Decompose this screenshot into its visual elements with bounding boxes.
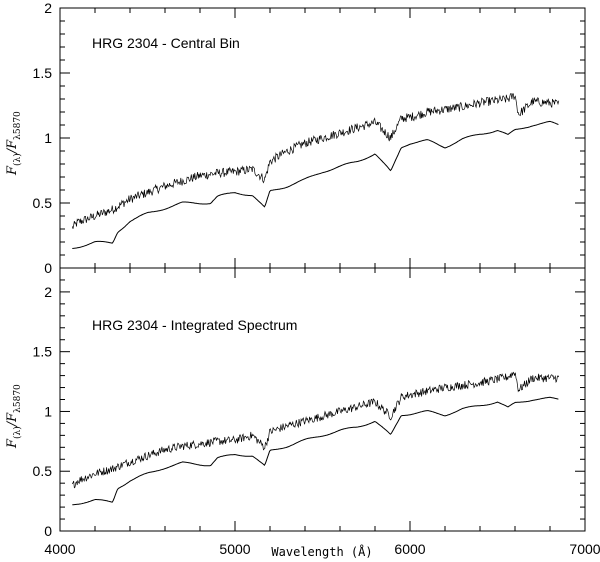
y-tick-label: 2 bbox=[44, 284, 52, 300]
x-tick-label: 4000 bbox=[44, 541, 75, 557]
x-tick-label: 6000 bbox=[394, 541, 425, 557]
y-tick-label: 0.5 bbox=[33, 463, 53, 479]
x-axis-label: Wavelength (Å) bbox=[271, 544, 372, 559]
spectrum-upper-line bbox=[71, 371, 560, 489]
bottom-panel-frame bbox=[59, 267, 586, 532]
y-tick-label: 0 bbox=[44, 260, 52, 276]
spectrum-lower-line bbox=[72, 396, 559, 506]
y-tick-label: 1.5 bbox=[33, 65, 53, 81]
tick-labels: 0 0.5 1 1.5 2 0 0.5 1 1.5 2 4000 5000 6000 7000 bbox=[33, 0, 600, 557]
top-panel-ticks bbox=[59, 7, 586, 269]
x-tick-label: 5000 bbox=[219, 541, 250, 557]
bottom-panel-title: HRG 2304 - Integrated Spectrum bbox=[92, 317, 297, 333]
spectrum-upper-line bbox=[71, 92, 560, 229]
y-tick-label: 2 bbox=[44, 0, 52, 16]
y-tick-label: 1 bbox=[44, 403, 52, 419]
top-panel-series bbox=[71, 92, 560, 249]
top-y-axis-label: F(λ)/Fλ5870 bbox=[5, 111, 23, 176]
x-tick-label: 7000 bbox=[569, 541, 600, 557]
top-panel-title: HRG 2304 - Central Bin bbox=[92, 35, 240, 51]
y-tick-label: 0 bbox=[44, 523, 52, 539]
spectrum-lower-line bbox=[72, 120, 559, 249]
y-tick-label: 1.5 bbox=[33, 344, 53, 360]
bottom-y-axis-label: F(λ)/Fλ5870 bbox=[5, 384, 23, 449]
bottom-panel-ticks bbox=[59, 267, 586, 532]
bottom-panel-series bbox=[71, 371, 560, 506]
y-tick-label: 1 bbox=[44, 130, 52, 146]
y-tick-label: 0.5 bbox=[33, 195, 53, 211]
